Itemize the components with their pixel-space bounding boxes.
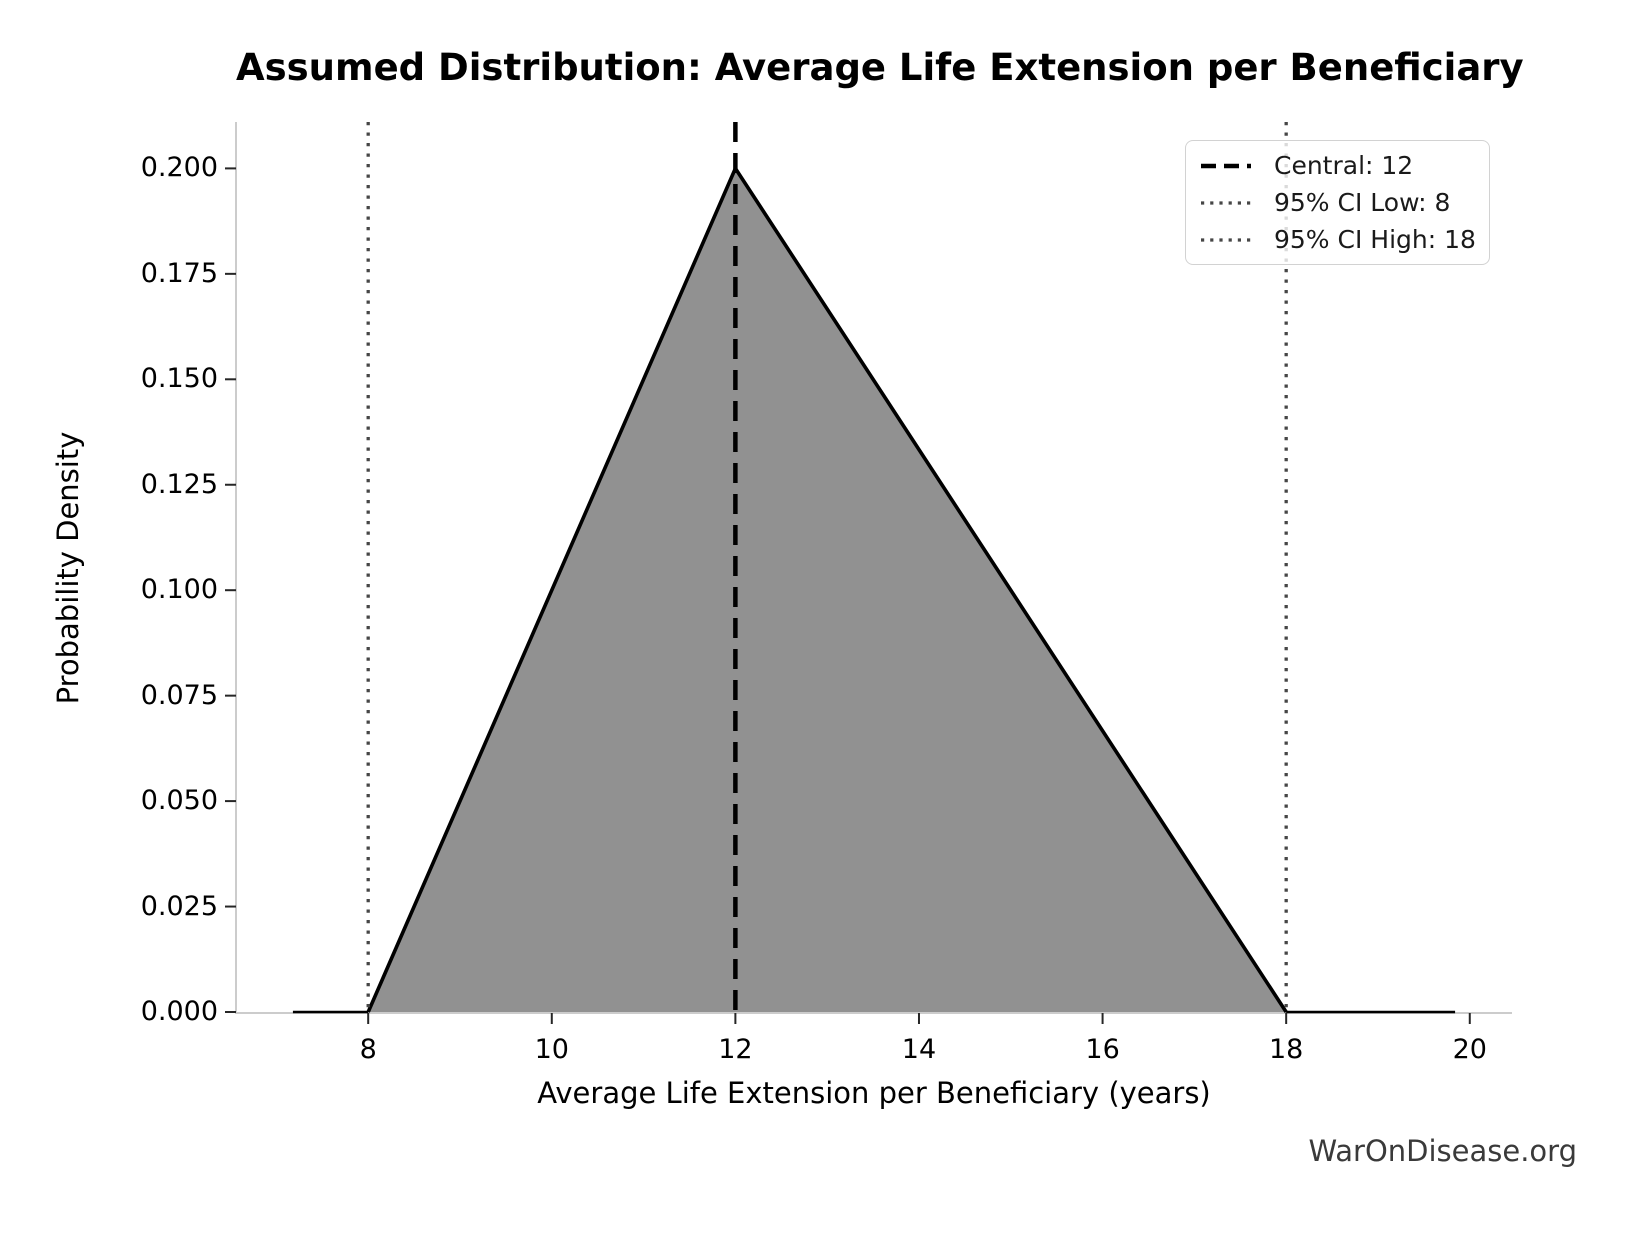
- y-tick-label: 0.050: [140, 784, 218, 816]
- x-tick-label: 10: [534, 1034, 569, 1065]
- y-tick-label: 0.100: [140, 574, 218, 606]
- x-tick-label: 8: [359, 1034, 377, 1065]
- legend-dashed-line-icon: [1201, 163, 1251, 168]
- legend-item-label: 95% CI High: 18: [1274, 225, 1476, 254]
- legend-dotted-line-icon: [1201, 237, 1251, 242]
- y-tick-label: 0.150: [140, 363, 218, 395]
- legend-dotted-line-icon: [1201, 200, 1251, 205]
- y-tick-label: 0.000: [140, 995, 218, 1027]
- x-tick-label: 20: [1452, 1034, 1487, 1065]
- watermark: WarOnDisease.org: [1308, 1134, 1577, 1168]
- y-tick-label: 0.075: [140, 679, 218, 711]
- legend-item: 95% CI High: 18: [1200, 221, 1476, 258]
- x-tick-label: 18: [1268, 1034, 1304, 1065]
- legend-item-label: Central: 12: [1274, 151, 1414, 180]
- density-fill: [368, 168, 1287, 1013]
- y-axis-label: Probability Density: [51, 431, 85, 705]
- y-tick-label: 0.025: [140, 890, 218, 922]
- chart-title: Assumed Distribution: Average Life Exten…: [236, 46, 1524, 89]
- legend: Central: 12 95% CI Low: 8 95% CI High: 18: [1185, 140, 1490, 265]
- y-tick-label: 0.125: [140, 468, 218, 500]
- x-axis-label: Average Life Extension per Beneficiary (…: [537, 1076, 1211, 1110]
- y-tick-label: 0.200: [140, 152, 218, 184]
- legend-item-label: 95% CI Low: 8: [1274, 188, 1451, 217]
- y-tick-label: 0.175: [140, 257, 218, 289]
- legend-item: 95% CI Low: 8: [1200, 184, 1475, 221]
- x-tick-label: 12: [718, 1034, 753, 1065]
- x-tick-label: 14: [901, 1034, 937, 1065]
- legend-item: Central: 12: [1200, 147, 1475, 184]
- x-tick-label: 16: [1085, 1034, 1120, 1065]
